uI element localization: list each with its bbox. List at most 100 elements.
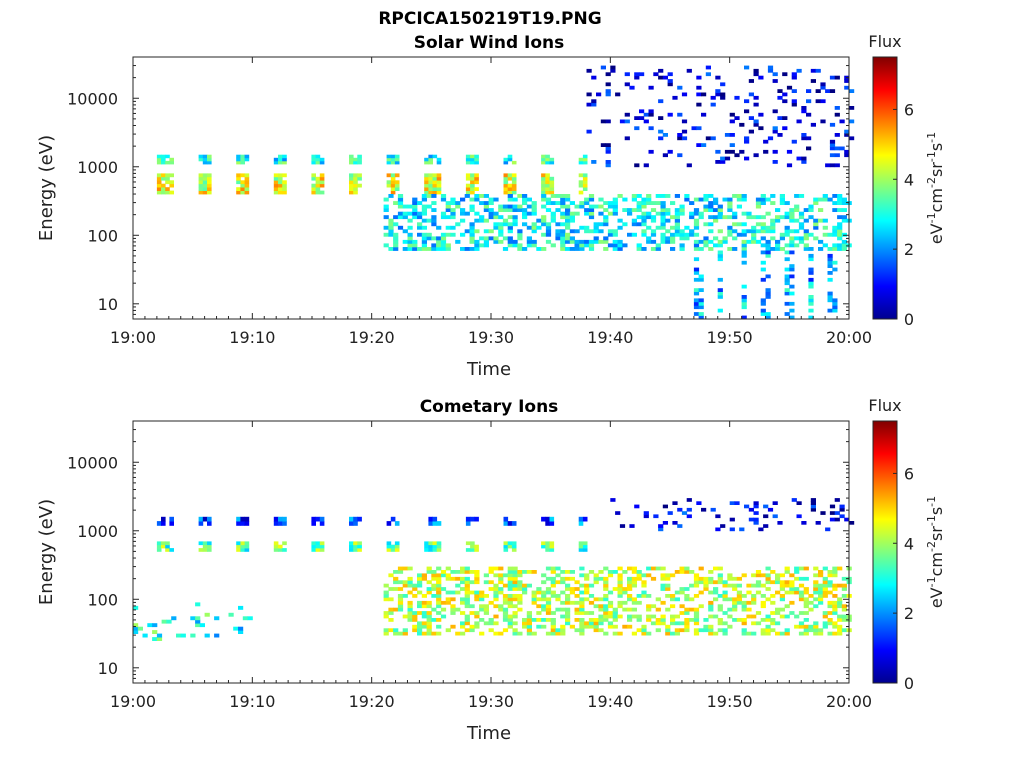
- heatmap-cell: [593, 628, 599, 633]
- heatmap-cell: [469, 236, 475, 241]
- heatmap-cell: [693, 271, 700, 275]
- heatmap-cell: [679, 604, 685, 609]
- heatmap-cell: [545, 190, 550, 195]
- heatmap-cell: [474, 173, 479, 178]
- heatmap-cell: [455, 631, 461, 636]
- heatmap-cell: [488, 570, 494, 574]
- heatmap-cell: [801, 133, 807, 137]
- heatmap-cell: [412, 587, 418, 591]
- heatmap-cell: [803, 566, 809, 571]
- heatmap-cell: [808, 600, 814, 605]
- heatmap-cell: [722, 611, 728, 615]
- heatmap-cell: [555, 222, 561, 227]
- heatmap-cell: [383, 614, 389, 619]
- heatmap-cell: [717, 239, 723, 244]
- heatmap-cell: [273, 516, 279, 522]
- heatmap-cell: [493, 614, 499, 619]
- heatmap-cell: [744, 65, 750, 70]
- heatmap-cell: [319, 190, 325, 195]
- heatmap-cell: [469, 239, 475, 244]
- heatmap-cell: [650, 232, 657, 237]
- heatmap-cell: [775, 208, 781, 212]
- heatmap-cell: [455, 204, 461, 209]
- heatmap-cell: [693, 288, 700, 292]
- heatmap-cell: [440, 247, 447, 251]
- heatmap-cell: [315, 157, 321, 162]
- heatmap-cell: [165, 190, 170, 195]
- heatmap-cell: [837, 628, 843, 633]
- heatmap-cell: [450, 611, 456, 615]
- heatmap-cell: [703, 222, 709, 227]
- heatmap-cell: [636, 243, 642, 248]
- heatmap-cell: [789, 208, 795, 212]
- heatmap-cell: [479, 236, 485, 241]
- heatmap-cell: [837, 614, 843, 619]
- heatmap-cell: [627, 583, 633, 588]
- heatmap-cell: [386, 183, 392, 188]
- heatmap-cell: [832, 631, 838, 636]
- heatmap-cell: [588, 618, 595, 622]
- heatmap-cell: [665, 607, 671, 612]
- heatmap-cell: [574, 628, 580, 633]
- x-axis-label: Time: [466, 359, 511, 380]
- heatmap-cell: [713, 631, 719, 636]
- heatmap-cell: [732, 576, 738, 581]
- heatmap-cell: [536, 618, 542, 622]
- heatmap-cell: [565, 194, 571, 198]
- heatmap-cell: [808, 295, 814, 299]
- heatmap-cell: [569, 201, 575, 205]
- heatmap-cell: [233, 626, 239, 631]
- heatmap-cell: [758, 112, 764, 117]
- heatmap-cell: [598, 621, 604, 626]
- heatmap-cell: [512, 604, 518, 609]
- heatmap-cell: [498, 631, 504, 636]
- heatmap-cell: [541, 183, 546, 188]
- heatmap-cell: [717, 277, 723, 282]
- heatmap-cell: [388, 229, 394, 234]
- heatmap-cell: [465, 176, 471, 181]
- heatmap-cell: [464, 566, 470, 571]
- heatmap-cell: [665, 587, 671, 591]
- heatmap-cell: [603, 247, 609, 251]
- heatmap-cell: [428, 157, 433, 162]
- heatmap-cell: [641, 631, 647, 636]
- heatmap-cell: [765, 587, 771, 591]
- heatmap-cell: [531, 229, 537, 234]
- heatmap-cell: [507, 597, 513, 602]
- heatmap-cell: [474, 157, 479, 162]
- heatmap-cell: [717, 621, 723, 626]
- heatmap-cell: [832, 570, 838, 574]
- heatmap-cell: [665, 194, 671, 198]
- heatmap-cell: [421, 232, 427, 237]
- heatmap-cell: [818, 597, 824, 602]
- heatmap-cell: [784, 277, 790, 282]
- heatmap-cell: [736, 232, 742, 237]
- heatmap-cell: [579, 243, 585, 248]
- heatmap-cell: [617, 631, 623, 636]
- heatmap-cell: [798, 611, 805, 615]
- heatmap-cell: [603, 236, 609, 241]
- heatmap-cell: [627, 576, 633, 581]
- heatmap-cell: [803, 611, 809, 615]
- heatmap-cell: [722, 236, 728, 241]
- heatmap-cell: [428, 187, 433, 191]
- heatmap-cell: [536, 624, 542, 629]
- heatmap-cell: [426, 580, 432, 585]
- heatmap-cell: [582, 180, 588, 185]
- heatmap-cell: [493, 587, 499, 591]
- heatmap-cell: [240, 157, 245, 162]
- heatmap-cell: [832, 225, 838, 230]
- heatmap-cell: [765, 250, 771, 255]
- heatmap-cell: [238, 605, 244, 610]
- heatmap-cell: [586, 92, 592, 97]
- heatmap-cell: [734, 95, 740, 100]
- heatmap-cell: [829, 89, 836, 93]
- heatmap-cell: [469, 204, 475, 209]
- heatmap-cell: [503, 516, 509, 522]
- heatmap-cell: [622, 624, 628, 629]
- heatmap-cell: [708, 631, 714, 636]
- heatmap-cell: [598, 239, 604, 244]
- heatmap-cell: [810, 498, 816, 502]
- heatmap-cell: [464, 614, 470, 619]
- heatmap-cell: [436, 597, 442, 602]
